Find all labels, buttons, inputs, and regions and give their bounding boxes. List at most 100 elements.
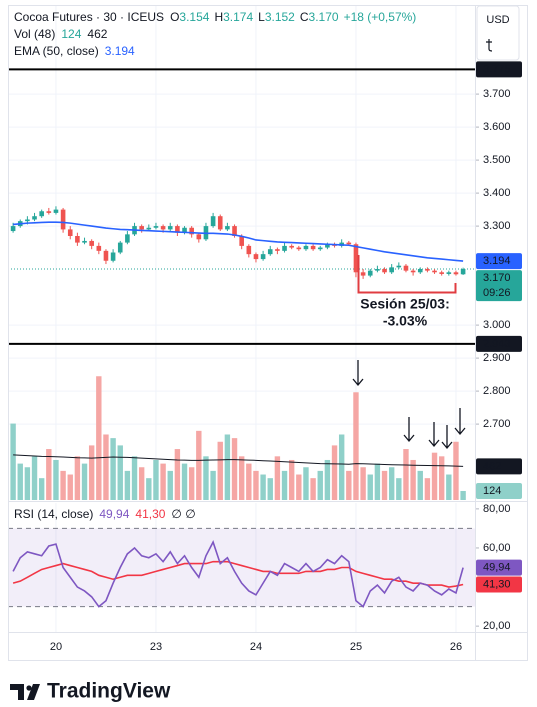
brand-logo	[26, 685, 32, 691]
candle-body	[89, 240, 94, 246]
candle-body	[346, 242, 352, 245]
arrow	[352, 360, 364, 387]
volume-bar	[303, 467, 309, 500]
candle-body	[353, 244, 359, 273]
arrow	[441, 425, 453, 450]
volume-bar	[210, 470, 216, 500]
y-tick-label: 3.000	[483, 319, 511, 331]
axis-badge	[476, 559, 522, 576]
candle-body	[417, 269, 423, 273]
axis-badge-label: 41,30	[483, 578, 511, 590]
candle-body	[153, 226, 159, 228]
volume-bar	[17, 463, 23, 500]
candle-body	[460, 269, 466, 275]
volume-bar	[117, 445, 123, 500]
axis-badge	[476, 253, 522, 270]
volume-bar	[431, 452, 438, 500]
candle-body	[103, 250, 109, 261]
candle-body	[246, 245, 252, 255]
volume-bar	[446, 474, 452, 500]
candle-body	[453, 272, 459, 275]
ema-value: 3.194	[105, 44, 135, 58]
volume-bar	[138, 467, 145, 500]
volume-bar	[281, 470, 288, 500]
price: 3.775 2.943 3.194 3.170 09:26	[8, 61, 522, 352]
rsi-extra: ∅ ∅	[171, 507, 195, 521]
candle-body	[325, 244, 330, 248]
volume-bar	[10, 423, 16, 500]
ema-name: EMA (50, close)	[14, 44, 99, 58]
volume-bar	[360, 467, 366, 500]
volume-bar	[417, 470, 423, 500]
candle-body	[260, 254, 266, 260]
volume-bar	[67, 474, 73, 500]
candle-body	[217, 216, 223, 230]
volume-bar	[224, 434, 231, 500]
countdown: 09:26	[483, 287, 511, 299]
axis-badge	[476, 270, 522, 302]
candle-body	[289, 245, 294, 248]
candle-body	[25, 219, 30, 222]
volume-legend: Vol (48) 124 462	[14, 27, 108, 41]
rsi-band	[8, 528, 475, 607]
candle-body	[389, 267, 394, 273]
candle-body	[403, 265, 409, 271]
volume-value: 124	[61, 27, 81, 41]
volume-bar	[331, 445, 338, 500]
candle-body	[60, 209, 66, 230]
candle-body	[410, 270, 416, 273]
candle-body	[210, 216, 216, 227]
border	[8, 5, 528, 661]
volume-bar	[246, 463, 252, 500]
candle-body	[310, 245, 316, 250]
volume-bar	[424, 478, 431, 500]
candle-body	[196, 234, 202, 240]
x-tick-label: 23	[150, 641, 162, 653]
symbol: Cocoa Futures · 30 · ICEUS	[14, 10, 164, 24]
volume-bar	[374, 463, 381, 500]
y-tick-label: 3.700	[483, 88, 511, 100]
candle-body	[167, 226, 173, 230]
volume-bar	[60, 470, 66, 500]
axis-badge	[476, 576, 522, 593]
x-tick-label: 25	[350, 641, 362, 653]
volume-bar	[146, 478, 152, 500]
key: L	[258, 10, 265, 24]
y-tick-label: 2.700	[483, 418, 511, 430]
candle-body	[146, 227, 152, 230]
candle-body	[46, 211, 52, 213]
volume-bar	[274, 456, 281, 500]
y-tick-label: 20,00	[483, 620, 511, 632]
volume-bar	[160, 463, 166, 500]
volume-bar	[267, 478, 273, 500]
candle-body	[432, 270, 437, 273]
y-tick-label: 60,00	[483, 542, 511, 554]
close: 3.170	[309, 10, 339, 24]
volume-bar	[188, 467, 195, 500]
candle-body	[296, 247, 302, 250]
rsi: 49,94 41,30	[8, 527, 522, 608]
candle-body	[182, 227, 187, 233]
candle-body	[175, 226, 180, 233]
candle-body	[360, 272, 366, 276]
volume-bar	[453, 441, 459, 500]
volume-bar	[31, 456, 38, 500]
volume-ma-value: 462	[87, 27, 107, 41]
rsi-ma-line	[12, 560, 464, 588]
axis-badge	[476, 458, 522, 475]
volume-bar	[131, 456, 138, 500]
volume-bar	[181, 463, 188, 500]
volume-bar	[410, 459, 416, 500]
arrow	[428, 422, 440, 448]
volume-bar	[253, 470, 259, 500]
volume-bar	[260, 474, 266, 500]
volume-bar	[53, 459, 59, 500]
candle-body	[425, 269, 430, 271]
candle-body	[189, 227, 194, 235]
key: C	[300, 10, 309, 24]
volume-bar	[24, 467, 31, 500]
y-tick-label: 80,00	[483, 503, 511, 515]
candle-body	[39, 211, 44, 217]
volume-bar	[167, 470, 173, 500]
rsi-legend: RSI (14, close) 49,94 41,30 ∅ ∅	[14, 507, 196, 521]
